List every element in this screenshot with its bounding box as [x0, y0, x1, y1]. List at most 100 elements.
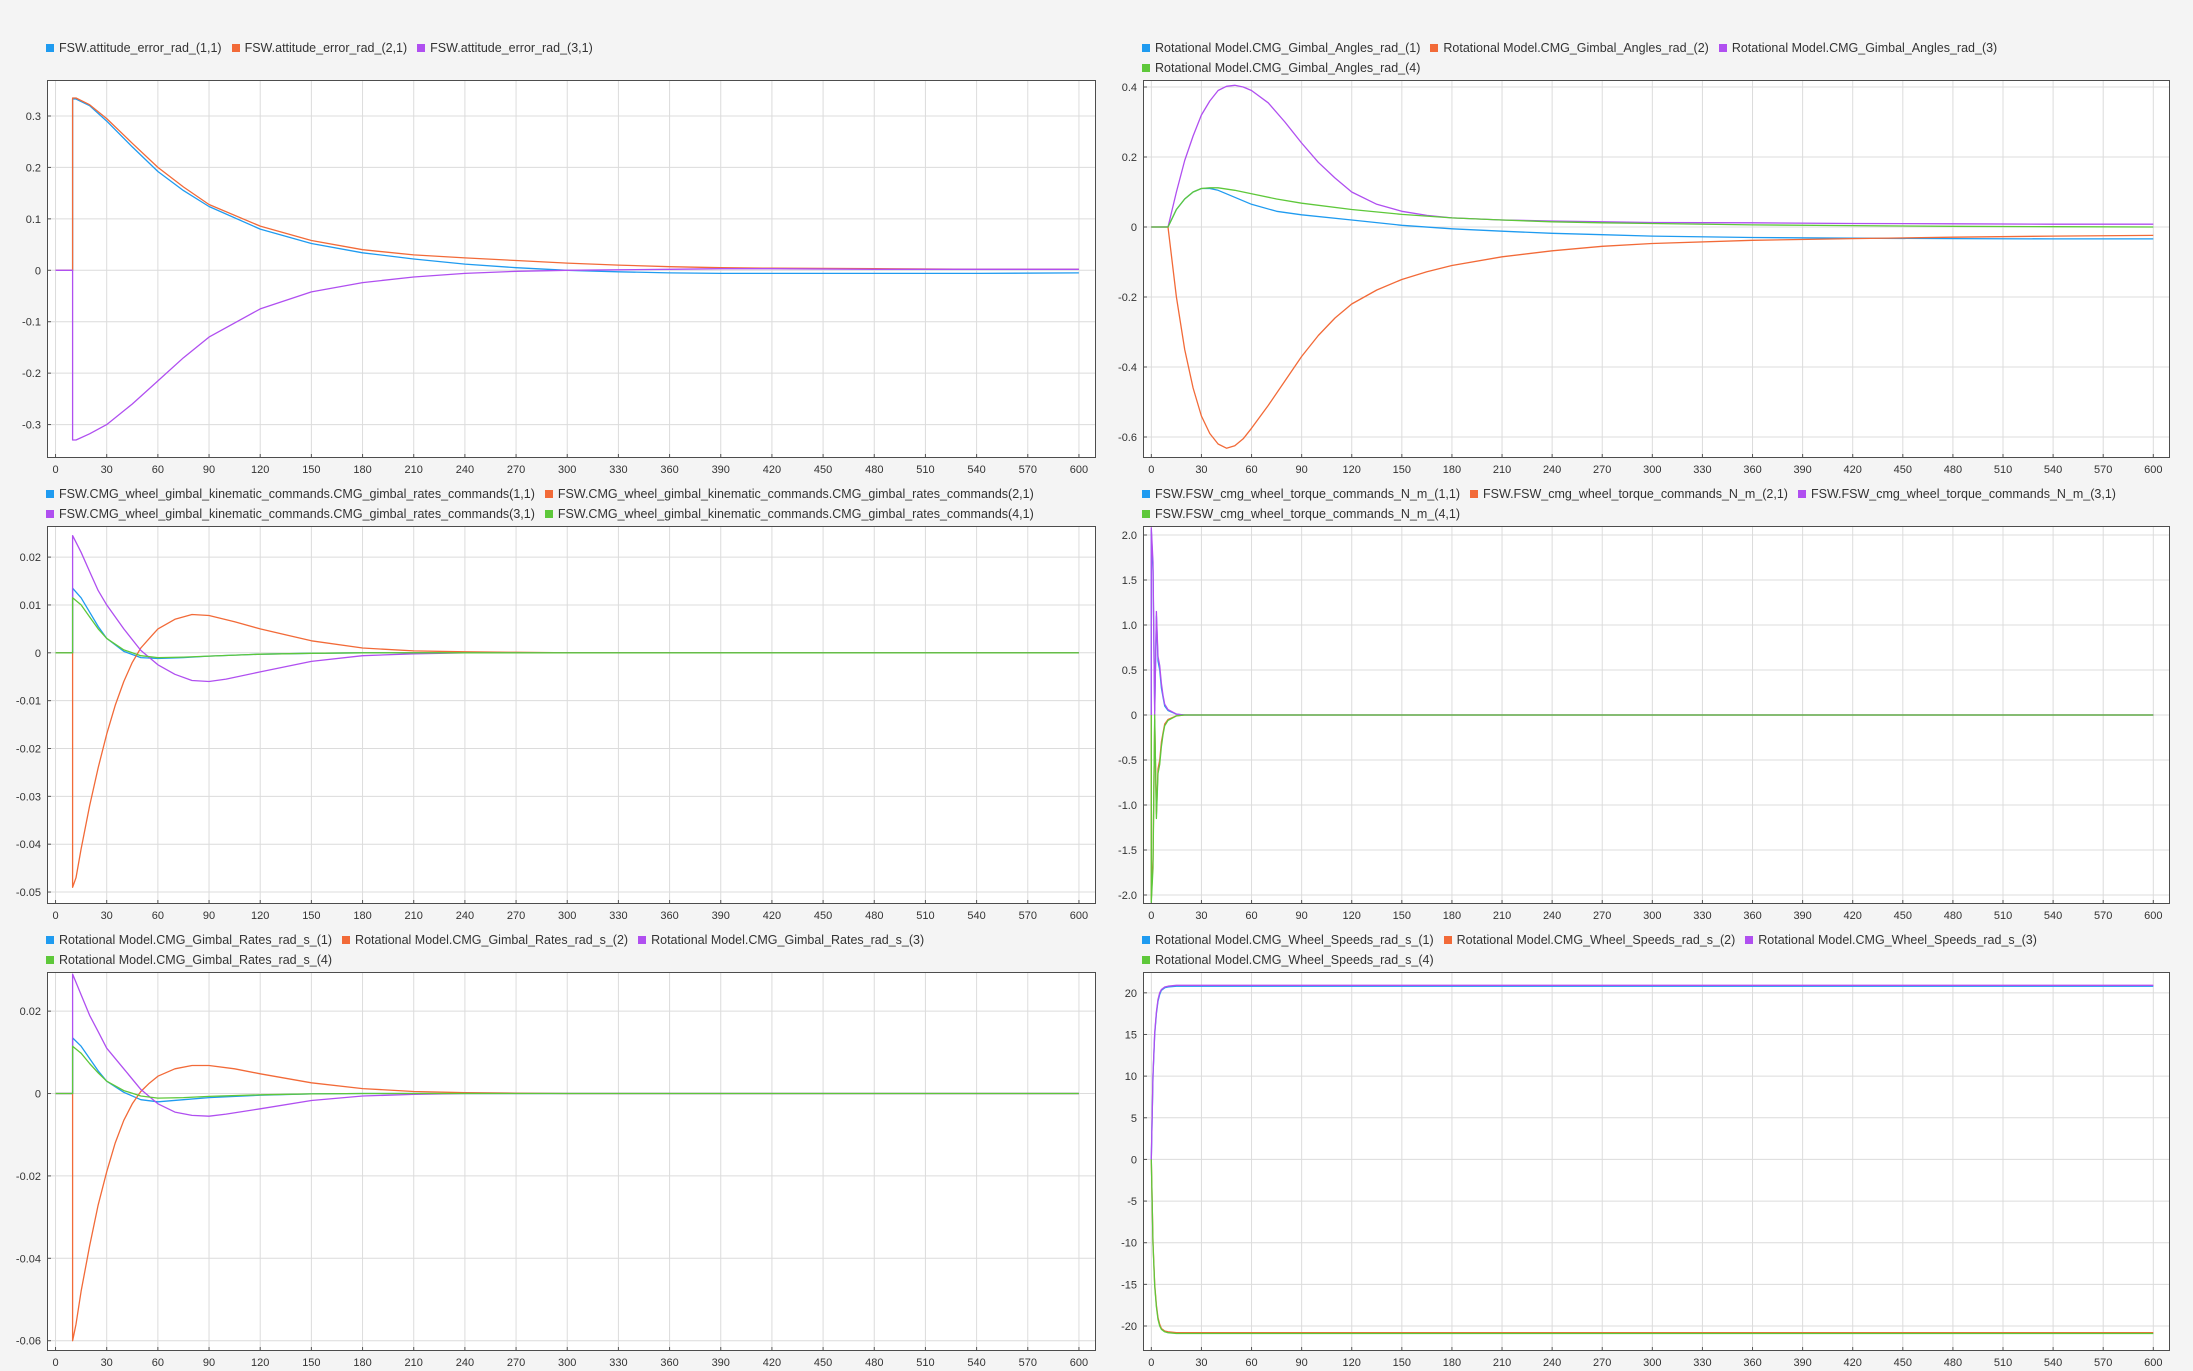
x-tick-label: 420 [763, 464, 781, 476]
x-tick-label: 390 [1793, 910, 1811, 922]
legend-swatch [1142, 936, 1150, 944]
legend-entry[interactable]: Rotational Model.CMG_Gimbal_Angles_rad_(… [1142, 38, 1420, 58]
x-tick-label: 420 [1844, 1357, 1862, 1369]
legend-entry[interactable]: FSW.attitude_error_rad_(1,1) [46, 38, 222, 58]
y-tick-label: -0.03 [16, 791, 41, 803]
x-tick-label: 60 [1245, 464, 1257, 476]
x-tick-label: 150 [302, 464, 320, 476]
series-line[interactable] [55, 1064, 1079, 1342]
legend-entry[interactable]: FSW.FSW_cmg_wheel_torque_commands_N_m_(4… [1142, 504, 1460, 524]
chart-legend: Rotational Model.CMG_Wheel_Speeds_rad_s_… [1142, 930, 2047, 970]
series-line[interactable] [1151, 187, 2154, 240]
series-line[interactable] [55, 973, 1079, 1117]
legend-entry[interactable]: FSW.CMG_wheel_gimbal_kinematic_commands.… [46, 504, 535, 524]
legend-entry[interactable]: Rotational Model.CMG_Wheel_Speeds_rad_s_… [1142, 950, 1434, 970]
series-line[interactable] [1151, 226, 2154, 449]
legend-swatch [46, 510, 54, 518]
legend-entry[interactable]: Rotational Model.CMG_Gimbal_Angles_rad_(… [1718, 38, 1997, 58]
series-line[interactable] [1150, 1159, 2154, 1334]
legend-swatch [1142, 956, 1150, 964]
series-line[interactable] [55, 268, 1079, 441]
x-tick-label: 270 [507, 1357, 525, 1369]
plot-area[interactable]: 0 30 60 90 120 150 180 210 240 270 300 330 360 390 420… [1121, 972, 2170, 1371]
plot-area[interactable]: 0 30 60 90 120 150 180 210 240 270 300 330 360 390 420… [16, 972, 1096, 1371]
x-tick-label: 270 [1593, 1357, 1611, 1369]
legend-entry[interactable]: Rotational Model.CMG_Wheel_Speeds_rad_s_… [1142, 930, 1434, 950]
series-line[interactable] [55, 534, 1079, 683]
legend-entry[interactable]: Rotational Model.CMG_Gimbal_Angles_rad_(… [1142, 58, 1420, 78]
x-tick-label: 510 [1994, 910, 2012, 922]
legend-entry[interactable]: Rotational Model.CMG_Wheel_Speeds_rad_s_… [1745, 930, 2037, 950]
x-tick-label: 30 [101, 910, 113, 922]
x-tick-label: 120 [1343, 910, 1361, 922]
legend-entry[interactable]: Rotational Model.CMG_Gimbal_Rates_rad_s_… [342, 930, 628, 950]
y-tick-label: -0.04 [16, 839, 41, 851]
y-tick-label: 5 [1131, 1113, 1137, 1125]
series-line[interactable] [1150, 984, 2154, 1160]
x-tick-label: 330 [609, 1357, 627, 1369]
legend-entry[interactable]: FSW.attitude_error_rad_(2,1) [231, 38, 407, 58]
legend-label: FSW.FSW_cmg_wheel_torque_commands_N_m_(3… [1810, 487, 2116, 501]
y-tick-label: 10 [1125, 1071, 1137, 1083]
legend-entry[interactable]: FSW.CMG_wheel_gimbal_kinematic_commands.… [46, 484, 535, 504]
series-line[interactable] [1150, 527, 2154, 716]
plot-area[interactable]: 0 30 60 90 120 150 180 210 240 270 300 330 360 390 420… [16, 526, 1096, 924]
legend-entry[interactable]: FSW.FSW_cmg_wheel_torque_commands_N_m_(3… [1797, 484, 2116, 504]
x-tick-label: 210 [1493, 910, 1511, 922]
x-tick-label: 210 [405, 464, 423, 476]
plot-area[interactable]: 0 30 60 90 120 150 180 210 240 270 300 330 360 390 420… [22, 80, 1096, 478]
plot-area[interactable]: 0 30 60 90 120 150 180 210 240 270 300 330 360 390 420… [1118, 80, 2170, 478]
legend-entry[interactable]: Rotational Model.CMG_Gimbal_Angles_rad_(… [1430, 38, 1709, 58]
x-tick-label: 480 [1944, 910, 1962, 922]
legend-entry[interactable]: FSW.FSW_cmg_wheel_torque_commands_N_m_(1… [1142, 484, 1460, 504]
legend-entry[interactable]: Rotational Model.CMG_Gimbal_Rates_rad_s_… [46, 950, 332, 970]
legend-entry[interactable]: Rotational Model.CMG_Wheel_Speeds_rad_s_… [1443, 930, 1735, 950]
series-line[interactable] [55, 1045, 1079, 1099]
legend-entry[interactable]: FSW.CMG_wheel_gimbal_kinematic_commands.… [544, 484, 1034, 504]
x-tick-label: 540 [967, 910, 985, 922]
axes-border [47, 972, 1096, 1351]
legend-entry[interactable]: FSW.FSW_cmg_wheel_torque_commands_N_m_(2… [1469, 484, 1788, 504]
y-tick-label: -0.02 [16, 1171, 41, 1183]
x-tick-label: 600 [2144, 1357, 2162, 1369]
legend-entry[interactable]: Rotational Model.CMG_Gimbal_Rates_rad_s_… [46, 930, 332, 950]
axes-background [47, 80, 1096, 458]
x-tick-label: 30 [1195, 1357, 1207, 1369]
legend-entry[interactable]: FSW.attitude_error_rad_(3,1) [417, 38, 593, 58]
x-tick-label: 360 [1743, 464, 1761, 476]
x-tick-label: 480 [865, 1357, 883, 1369]
legend-swatch [1745, 936, 1754, 944]
x-tick-label: 240 [456, 464, 474, 476]
x-tick-label: 180 [1443, 464, 1461, 476]
series-line[interactable] [55, 587, 1079, 660]
x-tick-label: 510 [916, 910, 934, 922]
series-line[interactable] [55, 98, 1079, 275]
series-line[interactable] [55, 97, 1079, 271]
series-line[interactable] [1150, 1159, 2154, 1335]
series-line[interactable] [1150, 714, 2154, 903]
series-line[interactable] [1150, 529, 2154, 716]
legend-entry[interactable]: Rotational Model.CMG_Gimbal_Rates_rad_s_… [638, 930, 924, 950]
x-tick-label: 210 [1493, 1357, 1511, 1369]
series-line[interactable] [55, 1037, 1079, 1103]
x-tick-label: 30 [101, 1357, 113, 1369]
series-line[interactable] [1150, 985, 2154, 1160]
series-line[interactable] [55, 613, 1079, 888]
chart-legend: FSW.FSW_cmg_wheel_torque_commands_N_m_(1… [1142, 484, 2126, 524]
legend-swatch [638, 936, 647, 944]
series-line[interactable] [1151, 84, 2154, 228]
y-tick-label: 0 [1131, 1154, 1137, 1166]
legend-entry[interactable]: FSW.CMG_wheel_gimbal_kinematic_commands.… [544, 504, 1034, 524]
x-tick-label: 60 [152, 910, 164, 922]
x-tick-label: 180 [353, 464, 371, 476]
y-tick-label: 0 [35, 648, 41, 660]
x-tick-label: 450 [1894, 464, 1912, 476]
plot-area[interactable]: 0 30 60 90 120 150 180 210 240 270 300 330 360 390 420… [1118, 526, 2170, 924]
series-line[interactable] [1150, 714, 2154, 901]
series-line[interactable] [1151, 187, 2154, 228]
legend-label: Rotational Model.CMG_Gimbal_Angles_rad_(… [1155, 61, 1421, 75]
x-tick-label: 0 [1148, 464, 1154, 476]
legend-swatch [544, 490, 553, 498]
series-line[interactable] [55, 597, 1079, 659]
chart-legend: FSW.CMG_wheel_gimbal_kinematic_commands.… [46, 484, 1044, 524]
